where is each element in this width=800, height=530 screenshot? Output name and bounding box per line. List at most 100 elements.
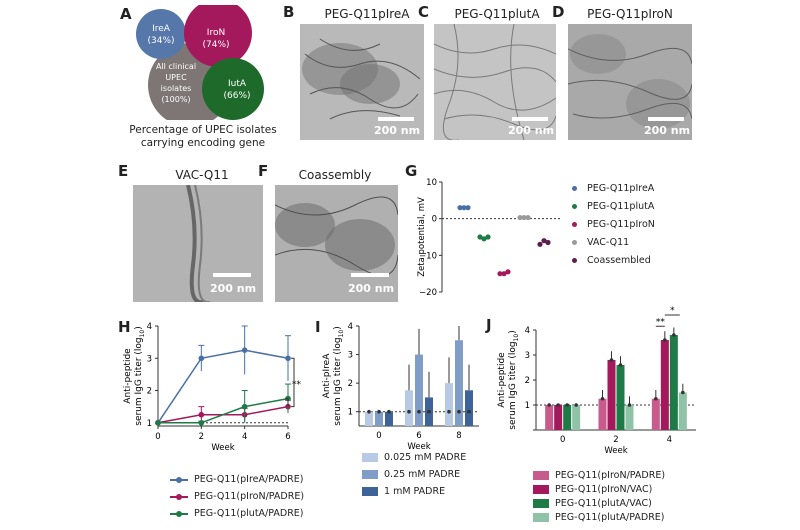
j-point [600,396,605,401]
g-ytick-label: 0 [432,215,437,225]
j-bar [554,405,563,430]
j-legend-label: PEG-Q11(plutA/VAC) [555,498,652,509]
g-point [481,236,487,242]
j-point [663,338,667,342]
g-point [465,205,471,211]
panel-label-a: A [120,5,132,23]
j-point [565,403,569,407]
i-point [377,409,381,414]
ylabel-subscript: 10 [338,330,345,338]
j-bar [572,405,581,430]
g-legend-label: PEG-Q11plutA [587,201,655,212]
g-legend-item: Coassembled [572,255,651,266]
g-legend-label: Coassembled [587,255,651,266]
g-point [537,241,543,247]
i-point [367,409,371,414]
j-sig-label-1: ** [656,317,666,327]
scale-bar-e [213,273,251,277]
ylabel-line2: serum IgG titer (log10) [134,326,146,426]
h-ytick-label: 2 [147,387,152,397]
h-sig-bracket [291,357,295,408]
h-legend-marker [170,476,188,483]
h-point [241,403,248,410]
j-bar [616,365,625,430]
g-legend-item: PEG-Q11plutA [572,201,654,212]
venn-all-line1: All clinical [156,62,196,71]
h-xtick-label: 4 [242,432,247,442]
i-bar [405,390,413,426]
j-legend-swatch [533,499,549,508]
g-legend-marker [572,240,577,245]
g-point [461,205,467,211]
j-point [672,333,676,337]
j-legend-item: PEG-Q11(plutA/VAC) [533,498,652,509]
j-point [609,358,614,362]
i-point [457,409,461,414]
tem-title-b: PEG-Q11pIreA [324,7,410,21]
ylabel-close: ) [333,326,343,330]
i-point [417,409,421,414]
j-ytick-label: 4 [525,326,530,336]
ylabel-line2: serum IgG titer (log10) [508,330,520,430]
scale-bar-b [378,117,414,121]
chart-zeta-potential: 10 0 −10 −20 Zeta potential, mV [417,178,560,298]
j-bar [660,340,669,430]
scale-label-c: 200 nm [508,124,555,137]
i-bar [445,383,453,426]
h-legend-marker [170,510,188,517]
h-point [285,355,291,362]
venn-all-line2: UPEC [165,73,187,82]
g-point [525,214,531,221]
i-ytick-label: 3 [348,351,353,361]
j-point [681,390,685,395]
tem-texture-c [434,24,556,140]
venn-diagram: IreA (34%) IroN (74%) All clinical UPEC … [136,5,264,120]
h-legend-item: PEG-Q11(plutA/PADRE) [170,508,304,519]
h-legend-label: PEG-Q11(plutA/PADRE) [194,508,304,519]
panel-label-e: E [118,162,129,180]
h-point [155,419,161,426]
j-legend-label: PEG-Q11(pIroN/PADRE) [555,470,666,481]
j-legend-label: PEG-Q11(plutA/PADRE) [555,512,665,523]
h-xtick-label: 2 [199,432,204,442]
g-point [521,214,527,221]
i-xtick-label: 6 [416,431,421,441]
j-xtick-label: 0 [560,435,565,445]
h-legend-dot [176,476,182,483]
panel-label-i: I [315,318,321,336]
i-xlabel: Week [407,442,430,452]
tem-image-d: 200 nm [568,24,692,140]
g-point [517,214,523,221]
ylabel-main: serum IgG titer (log [333,337,343,425]
i-bar [365,411,373,426]
j-bar [563,405,572,430]
i-legend-swatch [362,470,378,479]
g-point [497,271,503,277]
h-point [198,411,205,418]
g-point [541,238,547,244]
ylabel-close: ) [134,326,144,330]
j-point [556,403,560,407]
i-point [427,409,431,414]
j-legend-item: PEG-Q11(pIroN/PADRE) [533,470,665,481]
tem-title-f: Coassembly [298,168,372,182]
venn-circle-iron [184,5,252,67]
i-bar [455,340,463,426]
j-point [627,403,632,407]
h-legend-dot [176,510,182,517]
ylabel-line2: serum IgG titer (log10) [333,326,345,426]
tem-texture-f [275,185,398,302]
g-legend-label: VAC-Q11 [587,237,630,248]
scale-bar-c [512,117,548,121]
h-ytick-label: 1 [147,419,152,429]
j-xtick-label: 4 [667,435,672,445]
h-ytick-label: 3 [147,354,152,364]
h-xlabel: Week [211,443,234,453]
i-point [447,409,451,414]
g-legend-label: PEG-Q11pIreA [587,183,655,194]
j-bar [678,392,687,430]
j-legend-swatch [533,485,549,494]
panel-label-b: B [283,3,295,21]
scale-label-b: 200 nm [374,124,421,137]
